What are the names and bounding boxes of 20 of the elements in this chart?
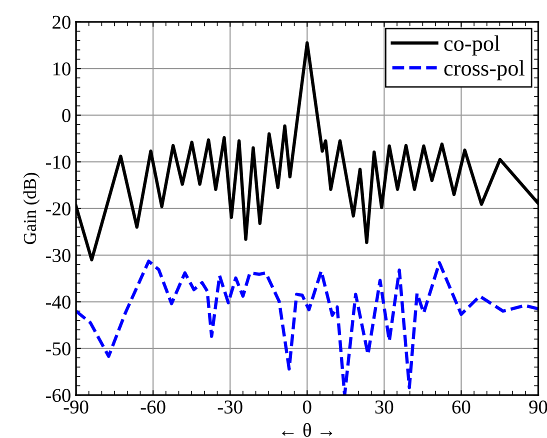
x-tick-label: 90 [529, 400, 547, 414]
x-tick-label: -30 [218, 400, 242, 414]
y-tick-label: -40 [46, 296, 70, 309]
y-tick-label: -50 [46, 342, 70, 356]
x-axis-title: ← θ → [282, 423, 332, 437]
x-tick-label: -60 [140, 400, 166, 414]
y-tick-label: 10 [53, 62, 70, 76]
x-tick-label: -90 [64, 400, 88, 414]
legend-label: co-pol [444, 35, 500, 56]
y-tick-label: -30 [46, 248, 70, 262]
y-tick-label: -60 [46, 388, 70, 402]
y-tick-label: 0 [62, 109, 70, 122]
x-tick-label: 30 [375, 400, 394, 414]
legend-label: cross-pol [444, 60, 524, 80]
y-tick-label: 20 [52, 16, 70, 29]
y-tick-label: -10 [46, 156, 70, 169]
y-axis-title: Gain (dB) [23, 172, 40, 244]
y-tick-label: -20 [46, 202, 70, 216]
x-tick-label: 60 [452, 400, 470, 414]
x-tick-label: 0 [303, 400, 312, 414]
